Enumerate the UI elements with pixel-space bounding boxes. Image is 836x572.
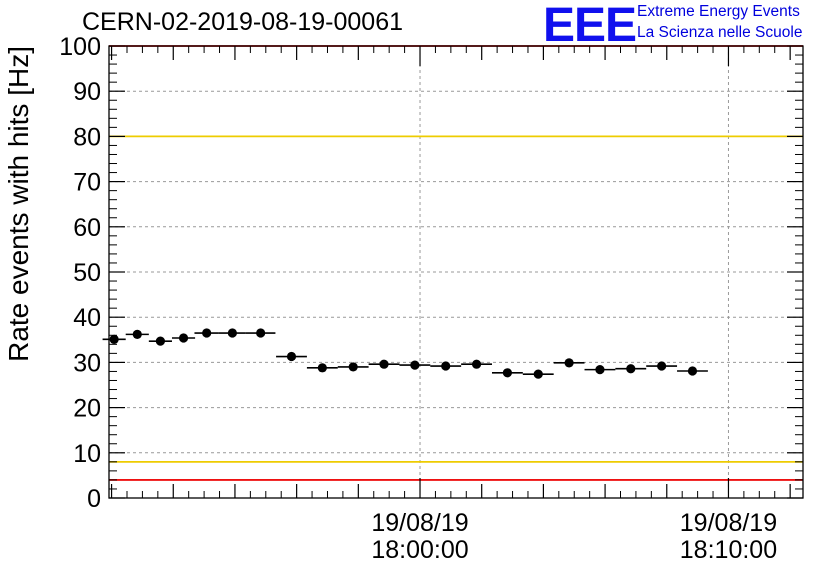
data-point bbox=[441, 361, 451, 371]
data-point bbox=[410, 360, 420, 370]
y-tick-label: 50 bbox=[73, 259, 101, 287]
data-point bbox=[109, 334, 119, 344]
y-tick-label: 30 bbox=[73, 349, 101, 377]
data-point bbox=[155, 336, 166, 346]
x-tick-label-date: 19/08/19 bbox=[680, 509, 777, 537]
data-point bbox=[202, 328, 212, 338]
axis-labels: 010203040506070809010019/08/1918:00:0019… bbox=[3, 33, 777, 564]
x-tick-label-time: 18:00:00 bbox=[371, 536, 468, 564]
axis-ticks bbox=[109, 45, 803, 499]
y-tick-label: 70 bbox=[73, 169, 101, 197]
data-point bbox=[256, 328, 266, 338]
eee-logo: EEE bbox=[543, 0, 637, 52]
y-axis-label: Rate events with hits [Hz] bbox=[3, 46, 34, 362]
data-point bbox=[348, 362, 358, 372]
data-point bbox=[687, 366, 698, 376]
chart-title: CERN-02-2019-08-19-00061 bbox=[82, 8, 404, 36]
logo-text-line1: Extreme Energy Events bbox=[637, 3, 800, 20]
plot-frame bbox=[108, 45, 804, 499]
data-points bbox=[102, 328, 708, 379]
data-point bbox=[626, 364, 636, 374]
data-point bbox=[178, 333, 189, 343]
y-tick-label: 40 bbox=[73, 304, 101, 332]
y-tick-label: 20 bbox=[73, 395, 101, 423]
y-tick-label: 10 bbox=[73, 440, 101, 468]
data-point bbox=[595, 365, 605, 375]
data-point bbox=[564, 358, 574, 368]
data-point bbox=[286, 351, 297, 362]
data-point bbox=[132, 329, 142, 339]
data-point bbox=[471, 359, 482, 369]
y-tick-label: 60 bbox=[73, 214, 101, 242]
x-tick-label-date: 19/08/19 bbox=[371, 509, 468, 537]
y-tick-label: 80 bbox=[73, 123, 101, 151]
reference-lines bbox=[109, 45, 803, 481]
data-point bbox=[502, 368, 513, 378]
grid-layer bbox=[109, 46, 803, 498]
data-point bbox=[379, 359, 389, 369]
y-tick-label: 0 bbox=[87, 485, 101, 513]
data-point bbox=[227, 328, 237, 338]
data-point bbox=[317, 363, 327, 373]
x-tick-label-time: 18:10:00 bbox=[680, 536, 777, 564]
data-point bbox=[533, 369, 543, 379]
y-tick-label: 90 bbox=[73, 78, 101, 106]
y-tick-label: 100 bbox=[59, 33, 101, 61]
data-point bbox=[657, 361, 667, 371]
logo-text-line2: La Scienza nelle Scuole bbox=[637, 24, 803, 41]
